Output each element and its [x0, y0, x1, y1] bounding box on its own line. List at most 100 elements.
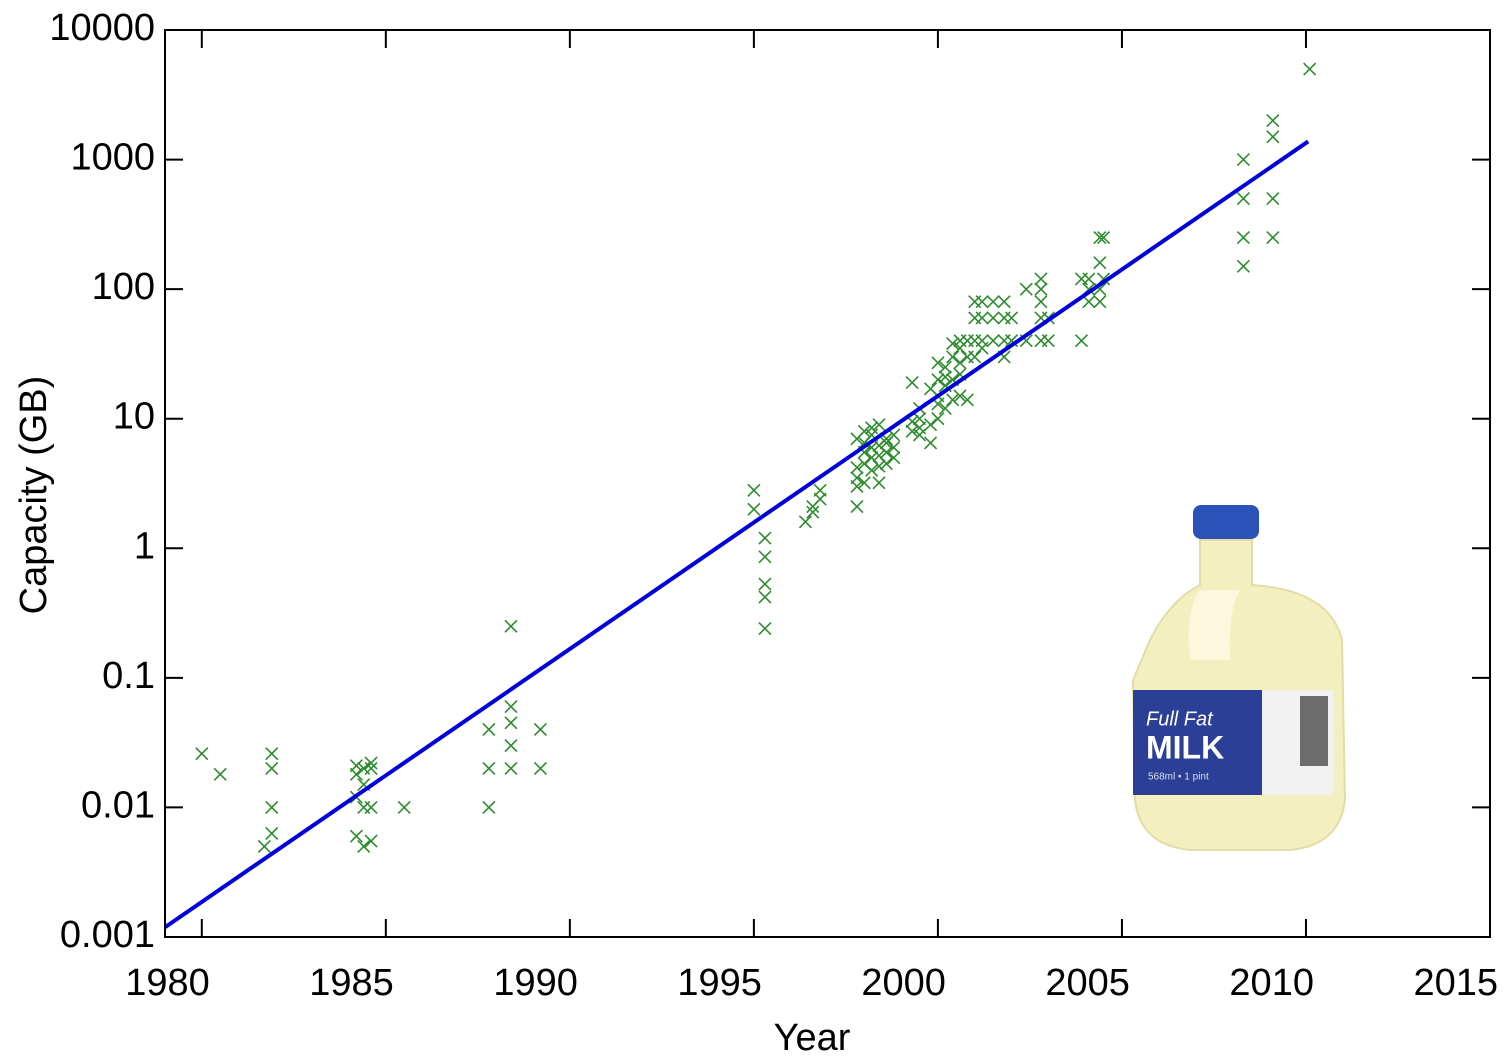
y-tick-label: 0.001 [60, 914, 155, 956]
data-point [534, 762, 546, 774]
data-point [214, 768, 226, 780]
data-point [969, 351, 981, 363]
label-top: Full Fat [1146, 708, 1214, 730]
y-tick-label: 0.01 [81, 784, 155, 826]
data-point [1237, 232, 1249, 244]
data-point [759, 623, 771, 635]
label-volume: 568ml • 1 pint [1148, 772, 1209, 783]
data-point [266, 762, 278, 774]
x-tick-label: 1985 [309, 962, 394, 1004]
data-point [258, 840, 270, 852]
data-point [987, 335, 999, 347]
data-point [759, 551, 771, 563]
y-tick-label: 0.1 [102, 655, 155, 697]
data-point [266, 801, 278, 813]
data-point [814, 493, 826, 505]
data-point [505, 717, 517, 729]
x-tick-label: 2000 [861, 962, 946, 1004]
label-main: MILK [1146, 729, 1224, 765]
data-point [939, 361, 951, 373]
data-point [350, 768, 362, 780]
data-point [398, 801, 410, 813]
data-point [976, 335, 988, 347]
x-tick-label: 1995 [677, 962, 762, 1004]
chart: Full Fat MILK 568ml • 1 pint Year Capaci… [0, 0, 1505, 1062]
data-point [505, 620, 517, 632]
data-point [350, 830, 362, 842]
data-point [1020, 283, 1032, 295]
data-point [759, 591, 771, 603]
data-point [1237, 193, 1249, 205]
data-point [266, 827, 278, 839]
data-point [748, 503, 760, 515]
data-point [976, 296, 988, 308]
data-point [925, 437, 937, 449]
data-point [947, 351, 959, 363]
barcode [1300, 696, 1328, 766]
y-tick-label: 1000 [70, 137, 155, 179]
data-point [807, 506, 819, 518]
data-point [1083, 273, 1095, 285]
data-point [1035, 273, 1047, 285]
data-point [1006, 312, 1018, 324]
y-tick-label: 10 [113, 396, 155, 438]
data-point [1237, 154, 1249, 166]
x-tick-label: 1990 [493, 962, 578, 1004]
data-point [1237, 260, 1249, 272]
data-point [1267, 193, 1279, 205]
data-point [365, 835, 377, 847]
data-point [266, 748, 278, 760]
data-point [505, 740, 517, 752]
y-tick-label: 1 [134, 525, 155, 567]
data-point [954, 357, 966, 369]
bottle-cap [1193, 505, 1259, 539]
data-point [1304, 63, 1316, 75]
data-point [1042, 335, 1054, 347]
data-point [759, 532, 771, 544]
data-point [987, 312, 999, 324]
data-point [748, 484, 760, 496]
y-tick-label: 100 [92, 266, 155, 308]
data-point [987, 296, 999, 308]
data-point [976, 312, 988, 324]
data-point [505, 762, 517, 774]
data-point [196, 748, 208, 760]
data-point [358, 840, 370, 852]
x-tick-label: 2015 [1413, 962, 1498, 1004]
data-point [483, 801, 495, 813]
data-point [932, 413, 944, 425]
x-axis-title: Year [774, 1017, 851, 1059]
data-point [873, 477, 885, 489]
data-point [1075, 335, 1087, 347]
data-point [505, 701, 517, 713]
milk-bottle: Full Fat MILK 568ml • 1 pint [1133, 505, 1345, 850]
data-point [851, 501, 863, 513]
data-point [1267, 131, 1279, 143]
data-point [799, 516, 811, 528]
data-point [851, 472, 863, 484]
data-point [1035, 283, 1047, 295]
data-point [925, 419, 937, 431]
data-point [906, 377, 918, 389]
data-point [365, 757, 377, 769]
y-tick-label: 10000 [49, 7, 155, 49]
data-point [365, 801, 377, 813]
data-point [932, 357, 944, 369]
data-point [759, 578, 771, 590]
x-tick-label: 1980 [125, 962, 210, 1004]
data-point [483, 723, 495, 735]
data-point [534, 723, 546, 735]
x-tick-label: 2010 [1229, 962, 1314, 1004]
x-tick-label: 2005 [1045, 962, 1130, 1004]
data-point [939, 402, 951, 414]
y-axis-title: Capacity (GB) [13, 376, 55, 615]
data-point [1267, 115, 1279, 127]
data-point [888, 452, 900, 464]
data-point [365, 762, 377, 774]
data-point [1094, 296, 1106, 308]
data-point [1267, 232, 1279, 244]
data-point [998, 296, 1010, 308]
data-point [1035, 296, 1047, 308]
data-point [1094, 257, 1106, 269]
data-point [483, 762, 495, 774]
